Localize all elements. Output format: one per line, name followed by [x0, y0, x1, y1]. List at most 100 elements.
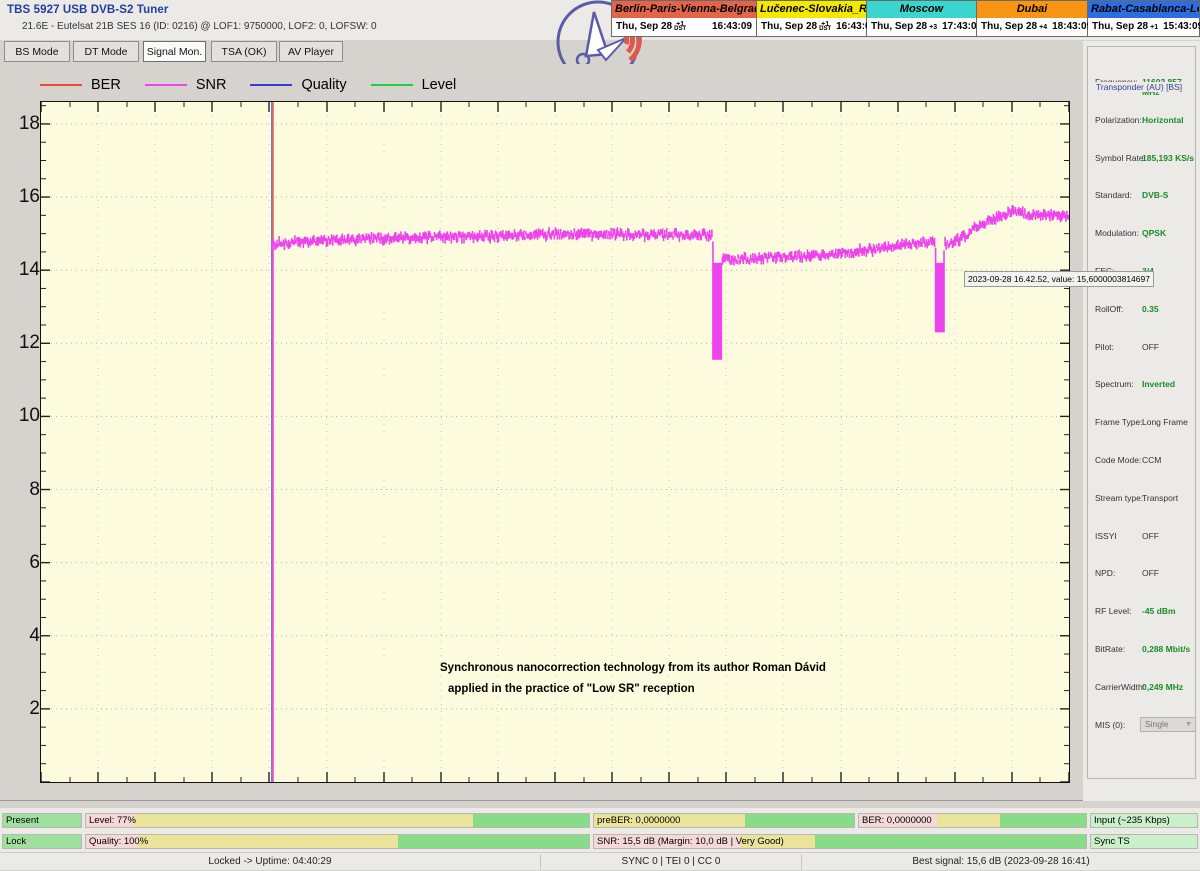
transponder-row: BitRate: 0,288 Mbit/s [1088, 644, 1197, 656]
meter-label: Level: 77% [89, 815, 137, 826]
legend-label: SNR [195, 77, 227, 93]
status-separator [540, 854, 541, 870]
app-header: TBS 5927 USB DVB-S2 Tuner 21.6E - Eutels… [0, 0, 1200, 84]
meter-label-bg [86, 835, 138, 848]
transponder-group-label: Transponder (AU) [BS] [1093, 82, 1186, 92]
best-signal: Best signal: 15,6 dB (2023-09-28 16:41) [912, 856, 1090, 867]
chart-plot-canvas [41, 102, 1069, 782]
world-clock-bar: Berlin-Paris-Vienna-Belgrade Thu, Sep 28 +… [611, 0, 1200, 37]
clock-4: Rabat-Casablanca-London Thu, Sep 28+1 15:4… [1088, 0, 1200, 37]
meter-label: Lock [6, 836, 27, 847]
transponder-key: Polarization: [1095, 114, 1142, 125]
mis-select[interactable]: Single ▼ [1140, 716, 1196, 732]
transponder-row: ISSYI OFF [1088, 531, 1197, 543]
chevron-down-icon: ▼ [1185, 720, 1192, 728]
clock-city-label: Berlin-Paris-Vienna-Belgrade [612, 1, 756, 18]
clock-1: Lučenec-Slovakia_R.Dávid Thu, Sep 28+1DST… [757, 0, 876, 37]
legend-label: Quality [301, 77, 347, 93]
y-axis-tick-label: 6 [29, 551, 40, 573]
clock-utc-offset: +1 [1150, 24, 1159, 32]
meter-tail [744, 814, 854, 827]
legend-item-snr: SNR [144, 77, 227, 93]
legend-swatch [250, 84, 293, 86]
meter-label: SNR: 15,5 dB (Margin: 10,0 dB | Very Goo… [597, 836, 784, 847]
meter-label-bg [594, 835, 740, 848]
clock-city-label: Lučenec-Slovakia_R.Dávid [757, 1, 866, 18]
present-indicator: Present [2, 813, 82, 828]
transponder-key: Standard: [1095, 190, 1132, 201]
mis-selected-value: Single [1145, 718, 1169, 729]
legend-swatch [144, 84, 187, 86]
transponder-value: 0,249 MHz [1142, 681, 1184, 692]
snr-bar: SNR: 15,5 dB (Margin: 10,0 dB | Very Goo… [593, 834, 1087, 849]
clock-city-label: Moscow [867, 1, 976, 18]
clock-date: Thu, Sep 28 [981, 21, 1038, 33]
transponder-row: CarrierWidth: 0,249 MHz [1088, 682, 1197, 694]
lock-indicator: Lock [2, 834, 82, 849]
transponder-row: Symbol Rate: 185,193 KS/s [1088, 153, 1197, 165]
transponder-value: OFF [1142, 568, 1159, 579]
transponder-value: 0,288 Mbit/s [1142, 644, 1191, 654]
transponder-value: 0.35 [1142, 303, 1159, 314]
meter-label: Input (~235 Kbps) [1094, 815, 1170, 826]
tab-bs-mode[interactable]: BS Mode [4, 41, 70, 62]
prebter-bar: preBER: 0,0000000 [593, 813, 855, 828]
transponder-key: ISSYI [1095, 530, 1117, 541]
y-axis-tick-label: 2 [29, 697, 40, 719]
transponder-value: Horizontal [1142, 114, 1184, 125]
chart-svg [41, 102, 1069, 782]
chart-legend: BER SNR Quality Level [40, 74, 480, 96]
clock-utc-offset: +3 [929, 24, 938, 32]
transponder-row: Code Mode: CCM [1088, 455, 1197, 467]
ber-bar: BER: 0,0000000 [858, 813, 1087, 828]
sync-ts: Sync TS [1090, 834, 1198, 849]
transponder-key: Pilot: [1095, 341, 1114, 352]
transponder-row: RF Level: -45 dBm [1088, 606, 1197, 618]
legend-label: Level [421, 77, 457, 93]
meter-label-bg [86, 814, 134, 827]
meter-fill [594, 814, 745, 827]
transponder-key: BitRate: [1095, 644, 1126, 654]
legend-item-ber: BER [40, 77, 121, 93]
legend-swatch [40, 84, 82, 86]
transponder-row: NPD: OFF [1088, 568, 1197, 580]
clock-date: Thu, Sep 28 [761, 21, 818, 33]
transponder-row: Frame Type: Long Frame [1088, 417, 1197, 429]
clock-time: 16:43:09 [836, 21, 877, 33]
transponder-key: Symbol Rate: [1095, 152, 1147, 163]
tab-av-player[interactable]: AV Player [279, 41, 343, 62]
transponder-value: OFF [1142, 341, 1159, 352]
meter-label-bg [859, 814, 937, 827]
legend-item-level: Level [370, 77, 457, 93]
clock-date: Thu, Sep 28 [1092, 21, 1149, 33]
meter-label: Sync TS [1094, 836, 1130, 847]
transponder-key: Spectrum: [1095, 379, 1134, 390]
clock-utc-offset: +4 [1039, 24, 1048, 32]
transponder-key: Frame Type: [1095, 417, 1143, 428]
tab-dt-mode[interactable]: DT Mode [73, 41, 139, 62]
transponder-group-box: Frequency:11603,857 MHzPolarization:Hori… [1087, 46, 1196, 779]
clock-city-label: Rabat-Casablanca-London [1088, 1, 1199, 18]
y-axis-tick-label: 14 [18, 259, 40, 281]
signal-monitor-chart: BER SNR Quality Level 2 4 6 8 10 12 14 16 18 Synchr… [0, 64, 1154, 801]
transponder-value: OFF [1142, 530, 1159, 541]
clock-time: 18:43:09 [1052, 21, 1093, 33]
y-axis-tick-label: 16 [18, 186, 40, 208]
clock-3: Dubai Thu, Sep 28 +4 18:43:09 [977, 0, 1092, 37]
tab-signal-mon[interactable]: Signal Mon. [143, 41, 206, 62]
clock-time: 16:43:09 [711, 21, 752, 33]
meter-fill [3, 835, 81, 848]
clock-utc-offset: +1 DST [674, 20, 687, 32]
transponder-row: Spectrum: Inverted [1088, 379, 1197, 391]
clock-time: 15:43:09 [1163, 21, 1200, 33]
transponder-key: NPD: [1095, 568, 1116, 579]
annotation-line-1: Synchronous nanocorrection technology fr… [440, 662, 826, 674]
clock-utc-offset: +1 DST [819, 20, 832, 32]
meter-row-1: Present Level: 77% preBER: 0,0000000 BER: 0… [0, 813, 1200, 828]
clock-date: Thu, Sep 28 [871, 21, 928, 33]
mis-row: MIS (0): [1088, 720, 1197, 732]
app-subtitle: 21.6E - Eutelsat 21B SES 16 (ID: 0216) @… [22, 21, 377, 32]
meter-fill [3, 814, 81, 827]
y-axis-tick-label: 4 [29, 624, 40, 646]
tab-tsa-ok[interactable]: TSA (OK) [211, 41, 277, 62]
